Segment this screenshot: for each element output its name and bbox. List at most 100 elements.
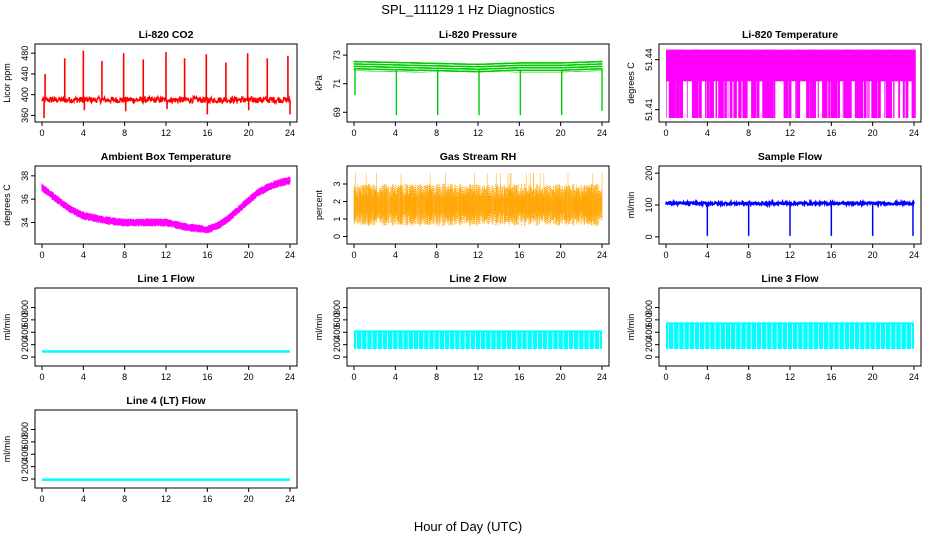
y-axis-label: ml/min (626, 314, 636, 341)
level-switch (666, 49, 667, 118)
x-tick-label: 8 (746, 372, 751, 382)
y-tick-label: 0 (332, 355, 342, 360)
level-switch (848, 49, 850, 118)
level-switch (668, 49, 670, 118)
level-switch (677, 49, 680, 118)
x-tick-label: 8 (746, 250, 751, 260)
x-tick-label: 4 (81, 128, 86, 138)
panel-8: Line 2 Flow ml/min 0 4 8 12 16 20 24 0 20040060080… (314, 273, 610, 382)
y-tick-label: 400 (332, 325, 342, 340)
x-tick-label: 16 (514, 128, 524, 138)
y-tick-label: 2 (332, 199, 342, 204)
x-tick-label: 8 (434, 250, 439, 260)
y-tick-label: 400 (20, 87, 30, 102)
panel-title: Li-820 Temperature (742, 29, 838, 41)
level-switch (868, 49, 870, 118)
level-switch (785, 49, 787, 118)
y-tick-label: 200 (20, 337, 30, 352)
y-tick-label: 400 (20, 325, 30, 340)
plot-frame (34, 409, 298, 489)
y-axis-label: ml/min (626, 192, 636, 219)
y-tick-label: 800 (332, 300, 342, 315)
level-switch (705, 49, 707, 118)
x-tick-label: 24 (597, 128, 607, 138)
level-switch (696, 49, 699, 118)
y-tick-label: 600 (644, 312, 654, 327)
series-BoxTemp (41, 176, 291, 234)
x-tick-label: 4 (81, 494, 86, 504)
flow-band (42, 478, 290, 481)
level-switch (877, 49, 880, 118)
panel-7: Line 1 Flow ml/min 0 4 8 12 16 20 24 0 20040060080… (2, 273, 298, 382)
series-CO2 (41, 50, 291, 118)
level-switch (694, 49, 698, 118)
level-switch (751, 49, 754, 118)
level-switch (696, 49, 697, 118)
panel-title: Sample Flow (758, 151, 823, 163)
plot-frame (34, 287, 298, 367)
level-switch (788, 49, 790, 118)
x-tick-label: 0 (663, 128, 668, 138)
x-tick-label: 24 (597, 372, 607, 382)
series-Line3 (666, 322, 914, 349)
level-switch (742, 49, 745, 118)
y-tick-label: 600 (20, 312, 30, 327)
level-switch (789, 49, 792, 118)
level-switch (863, 49, 867, 118)
x-tick-label: 4 (81, 372, 86, 382)
level-switch (734, 49, 736, 118)
y-tick-label: 800 (20, 300, 30, 315)
x-tick-label: 4 (393, 372, 398, 382)
series-Temperature (666, 49, 916, 118)
level-switch (811, 49, 814, 118)
level-switch (857, 49, 860, 118)
series-Line1 (42, 350, 290, 353)
series-Line2 (354, 330, 602, 349)
level-switch (848, 49, 852, 118)
level-switch (786, 49, 788, 118)
level-switch (846, 49, 849, 118)
level-switch (867, 49, 869, 118)
level-switch (745, 49, 748, 118)
panel-title: Ambient Box Temperature (101, 151, 232, 163)
level-switch (739, 49, 742, 118)
y-axis-label: ml/min (2, 314, 12, 341)
level-switch (911, 49, 915, 118)
series-Pressure (353, 60, 603, 116)
x-tick-label: 0 (663, 250, 668, 260)
level-switch (843, 49, 847, 118)
y-tick-label: 600 (332, 312, 342, 327)
x-tick-label: 24 (597, 250, 607, 260)
level-switch (733, 49, 735, 118)
x-tick-label: 0 (351, 128, 356, 138)
x-tick-label: 16 (514, 250, 524, 260)
panel-4: Ambient Box Temperature degrees C 0 4 8 12 16 2… (2, 151, 298, 260)
level-switch (674, 49, 676, 118)
level-switch (837, 49, 840, 118)
panel-10: Line 4 (LT) Flow ml/min 0 4 8 12 16 20 24 0 200400… (2, 395, 298, 504)
x-tick-label: 8 (122, 128, 127, 138)
level-switch (859, 49, 862, 118)
x-tick-label: 16 (202, 250, 212, 260)
x-tick-label: 8 (746, 128, 751, 138)
panel-2: Li-820 Pressure kPa 0 4 8 12 16 20 24 69 71 73 (314, 29, 610, 138)
series-Line4 (42, 478, 290, 481)
y-tick-label: 100 (644, 197, 654, 212)
x-tick-label: 16 (826, 250, 836, 260)
level-switch (845, 49, 848, 118)
x-tick-label: 16 (514, 372, 524, 382)
x-tick-label: 8 (122, 250, 127, 260)
x-tick-label: 20 (244, 250, 254, 260)
x-tick-label: 12 (785, 250, 795, 260)
panel-1: Li-820 CO2 Licor ppm 0 4 8 12 16 20 24 360 400 440 4… (2, 29, 298, 138)
level-switch (887, 49, 890, 118)
series-RH (353, 173, 603, 226)
level-switch (898, 49, 901, 118)
level-switch (831, 49, 834, 118)
level-switch (806, 49, 807, 118)
x-tick-label: 24 (909, 372, 919, 382)
panel-title: Line 1 Flow (137, 273, 195, 285)
x-tick-label: 20 (244, 372, 254, 382)
y-tick-label: 51.41 (644, 98, 654, 121)
level-switch (783, 49, 786, 118)
